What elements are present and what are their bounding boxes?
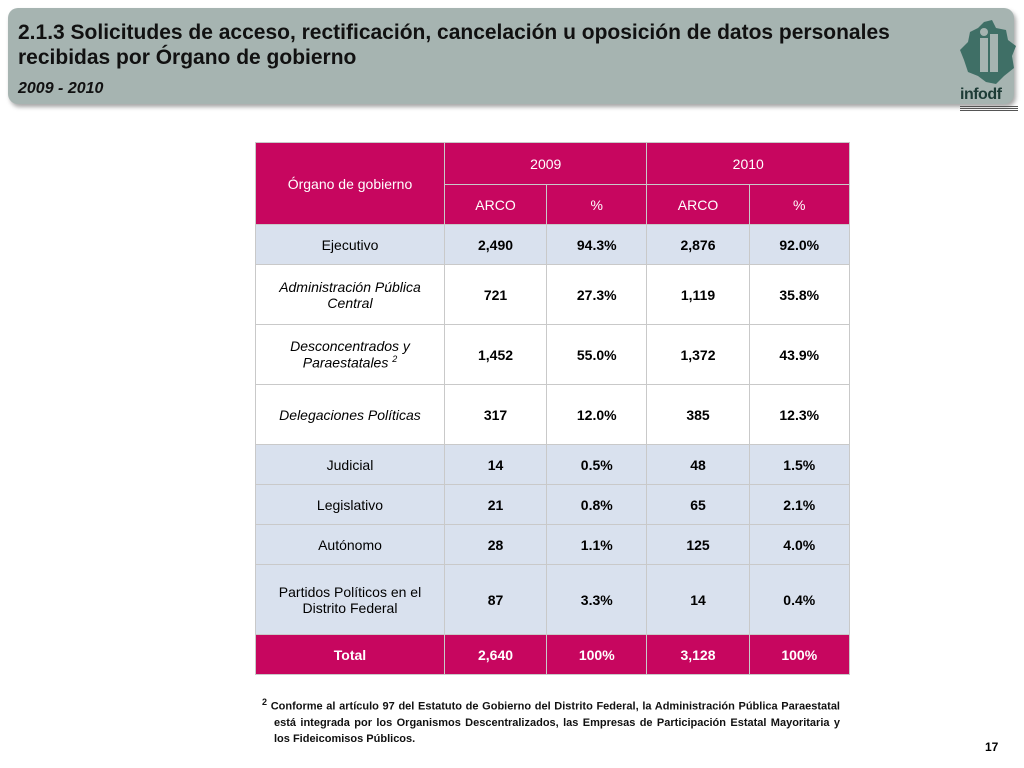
cell-arco-2009: 1,452 xyxy=(443,324,548,385)
header-year-2010: 2010 xyxy=(646,142,850,185)
table-row: Ejecutivo 2,490 94.3% 2,876 92.0% xyxy=(255,224,850,265)
cell-pct-2009: 3.3% xyxy=(546,564,648,635)
total-arco-2010: 3,128 xyxy=(646,634,750,675)
cell-pct-2009: 12.0% xyxy=(546,384,648,445)
cell-pct-2010: 2.1% xyxy=(748,484,850,525)
cell-pct-2009: 0.8% xyxy=(546,484,648,525)
header-pct-2010: % xyxy=(748,184,850,225)
header-organo: Órgano de gobierno xyxy=(255,142,445,225)
cell-arco-2009: 721 xyxy=(443,264,548,325)
cell-arco-2010: 2,876 xyxy=(646,224,750,265)
cell-pct-2010: 4.0% xyxy=(748,524,850,565)
cell-pct-2010: 0.4% xyxy=(748,564,850,635)
table-row: Legislativo 21 0.8% 65 2.1% xyxy=(255,484,850,525)
cell-arco-2009: 2,490 xyxy=(443,224,548,265)
cell-arco-2010: 65 xyxy=(646,484,750,525)
cell-arco-2010: 1,119 xyxy=(646,264,750,325)
page-title: 2.1.3 Solicitudes de acceso, rectificaci… xyxy=(18,21,890,69)
row-label: Administración Pública Central xyxy=(255,264,445,325)
cell-pct-2010: 35.8% xyxy=(748,264,850,325)
row-label: Partidos Políticos en el Distrito Federa… xyxy=(255,564,445,635)
total-label: Total xyxy=(255,634,445,675)
row-label: Legislativo xyxy=(255,484,445,525)
infodf-logo: infodf xyxy=(956,20,1020,112)
footnote-body: 2 Conforme al artículo 97 del Estatuto d… xyxy=(262,694,840,747)
cell-arco-2009: 14 xyxy=(443,444,548,485)
cell-arco-2009: 87 xyxy=(443,564,548,635)
row-label: Desconcentrados y Paraestatales 2 xyxy=(255,324,445,385)
cell-arco-2009: 21 xyxy=(443,484,548,525)
cell-arco-2010: 48 xyxy=(646,444,750,485)
row-label: Judicial xyxy=(255,444,445,485)
cell-pct-2009: 0.5% xyxy=(546,444,648,485)
footnote-text: Conforme al artículo 97 del Estatuto de … xyxy=(270,700,840,745)
row-label-text: Desconcentrados y Paraestatales xyxy=(290,338,410,371)
logo-text: infodf xyxy=(960,86,1002,103)
logo-tagline-lines xyxy=(960,106,1018,112)
footnote-marker: 2 xyxy=(262,697,268,707)
header-year-2009: 2009 xyxy=(443,142,648,185)
title-banner: 2.1.3 Solicitudes de acceso, rectificaci… xyxy=(8,8,1018,111)
total-pct-2009: 100% xyxy=(546,634,648,675)
cell-pct-2010: 1.5% xyxy=(748,444,850,485)
cell-pct-2010: 92.0% xyxy=(748,224,850,265)
page-number: 17 xyxy=(985,740,999,754)
cell-pct-2009: 27.3% xyxy=(546,264,648,325)
cell-pct-2009: 94.3% xyxy=(546,224,648,265)
table-row: Desconcentrados y Paraestatales 2 1,452 … xyxy=(255,324,850,385)
table-row: Judicial 14 0.5% 48 1.5% xyxy=(255,444,850,485)
map-emblem-icon xyxy=(960,20,1016,84)
table-row: Delegaciones Políticas 317 12.0% 385 12.… xyxy=(255,384,850,445)
cell-arco-2010: 1,372 xyxy=(646,324,750,385)
header-arco-2010: ARCO xyxy=(646,184,750,225)
footnote: 2 Conforme al artículo 97 del Estatuto d… xyxy=(262,694,840,747)
cell-pct-2010: 12.3% xyxy=(748,384,850,445)
cell-arco-2009: 28 xyxy=(443,524,548,565)
total-pct-2010: 100% xyxy=(748,634,850,675)
row-label: Autónomo xyxy=(255,524,445,565)
row-label: Delegaciones Políticas xyxy=(255,384,445,445)
row-label: Ejecutivo xyxy=(255,224,445,265)
cell-pct-2009: 1.1% xyxy=(546,524,648,565)
arco-table: Órgano de gobierno 2009 2010 ARCO % ARCO… xyxy=(255,142,850,675)
table-row: Autónomo 28 1.1% 125 4.0% xyxy=(255,524,850,565)
cell-pct-2010: 43.9% xyxy=(748,324,850,385)
total-row: Total 2,640 100% 3,128 100% xyxy=(255,634,850,675)
cell-arco-2009: 317 xyxy=(443,384,548,445)
header-pct-2009: % xyxy=(546,184,648,225)
footnote-marker: 2 xyxy=(392,354,398,365)
table-row: Administración Pública Central 721 27.3%… xyxy=(255,264,850,325)
cell-arco-2010: 385 xyxy=(646,384,750,445)
table-row: Partidos Políticos en el Distrito Federa… xyxy=(255,564,850,635)
header-arco-2009: ARCO xyxy=(443,184,548,225)
cell-arco-2010: 14 xyxy=(646,564,750,635)
total-arco-2009: 2,640 xyxy=(443,634,548,675)
cell-arco-2010: 125 xyxy=(646,524,750,565)
page-subtitle: 2009 - 2010 xyxy=(18,80,104,97)
cell-pct-2009: 55.0% xyxy=(546,324,648,385)
